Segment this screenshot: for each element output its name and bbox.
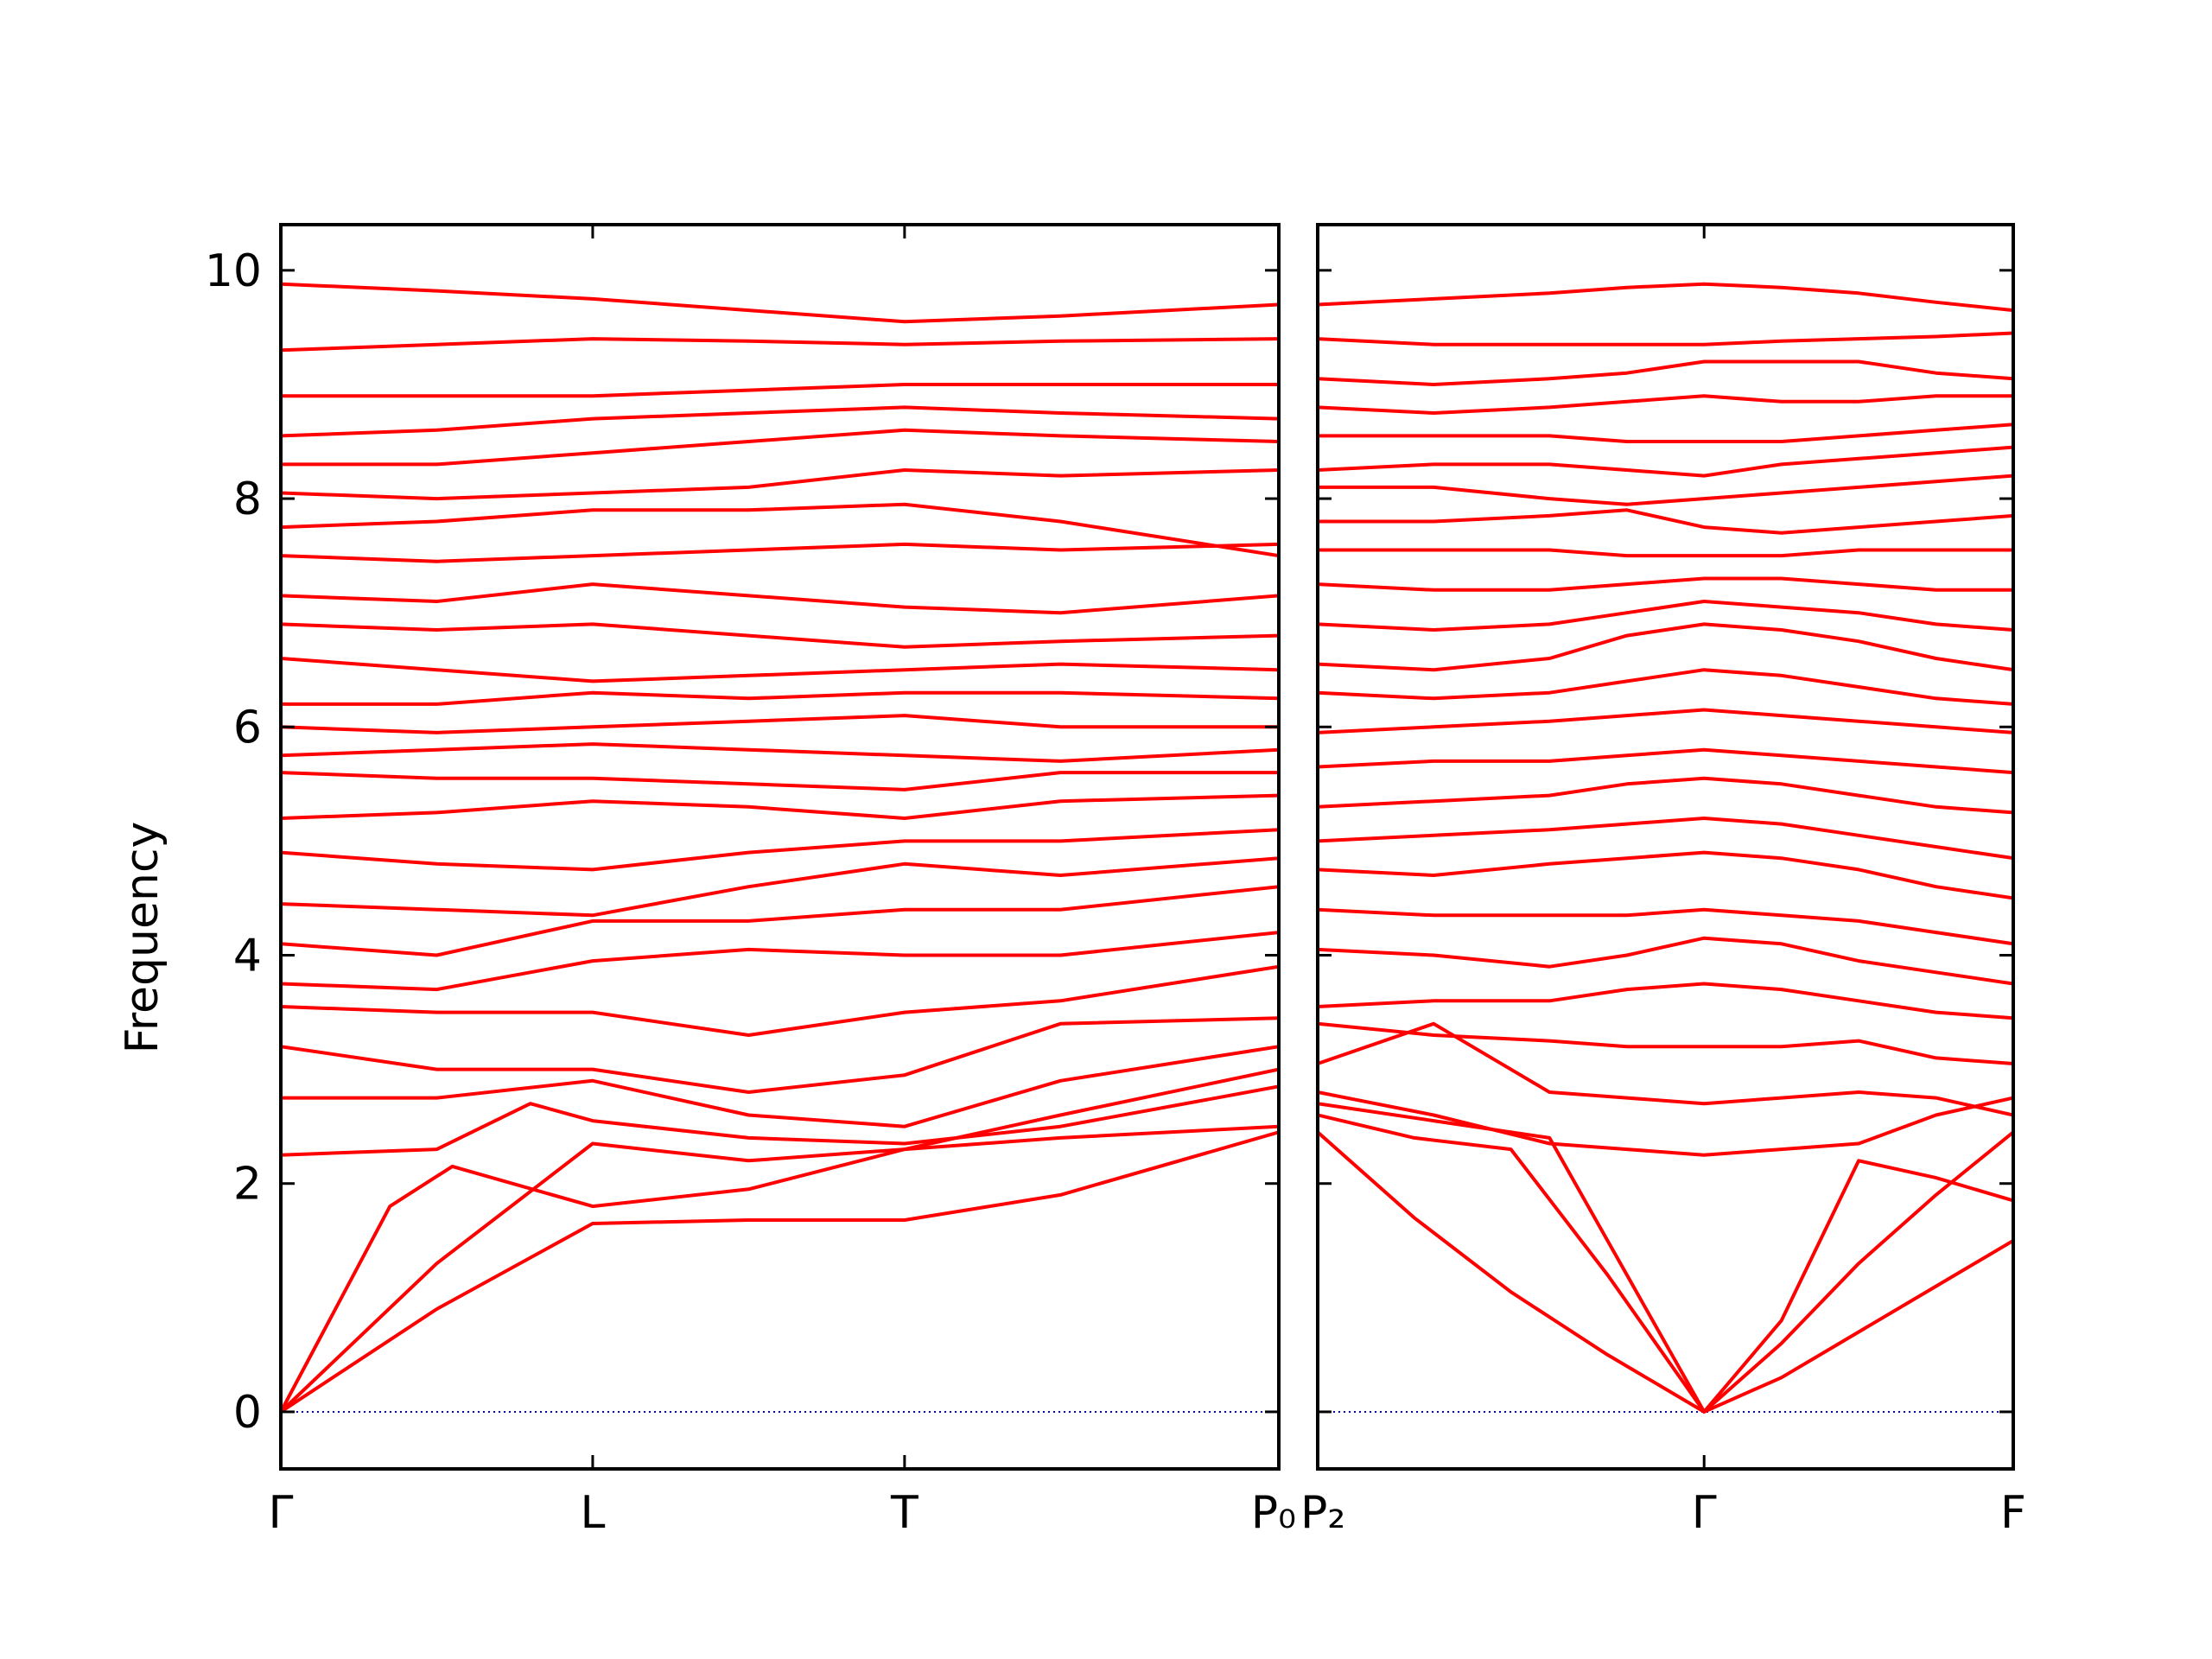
band-line-12 <box>281 793 1279 820</box>
band-line-15 <box>281 714 1279 734</box>
y-tick-label: 2 <box>233 1159 262 1211</box>
band-line-18 <box>1318 576 2013 592</box>
band-line-14 <box>281 742 1279 763</box>
band-line-8 <box>1318 936 2013 986</box>
band-line-14 <box>1318 708 2013 734</box>
x-tick-label: Γ <box>269 1487 294 1539</box>
band-line-26 <box>1318 331 2013 346</box>
band-line-22 <box>281 468 1279 501</box>
band-group <box>1318 282 2013 1414</box>
band-line-4 <box>1318 1090 2013 1157</box>
band-line-3 <box>281 1067 1279 1414</box>
band-line-17 <box>281 657 1279 683</box>
band-line-6 <box>281 1016 1279 1094</box>
band-line-20 <box>281 542 1279 563</box>
panel-2: P₂ Γ F <box>1300 223 2026 1539</box>
band-line-13 <box>1318 747 2013 775</box>
band-line-12 <box>1318 776 2013 815</box>
y-tick-label: 0 <box>233 1387 262 1439</box>
band-line-11 <box>281 828 1279 872</box>
x-tick-label: T <box>890 1487 918 1539</box>
band-line-19 <box>281 582 1279 615</box>
panel-frame <box>279 223 1281 1471</box>
band-line-8 <box>281 931 1279 992</box>
band-line-5 <box>1318 1021 2013 1117</box>
band-line-5 <box>281 1045 1279 1128</box>
band-line-21 <box>281 502 1279 558</box>
band-line-1 <box>1318 1130 2013 1414</box>
band-group <box>281 282 1279 1414</box>
band-line-24 <box>1318 394 2013 415</box>
band-line-18 <box>281 622 1279 649</box>
band-line-22 <box>1318 445 2013 478</box>
band-line-15 <box>1318 668 2013 706</box>
panel-frame <box>1316 223 2015 1471</box>
band-line-13 <box>281 771 1279 791</box>
band-line-21 <box>1318 474 2013 506</box>
band-line-24 <box>281 405 1279 438</box>
band-line-4 <box>281 1084 1279 1157</box>
x-tick-label: F <box>2000 1487 2026 1539</box>
band-line-10 <box>281 856 1279 918</box>
band-line-10 <box>1318 850 2013 900</box>
y-tick-label: 6 <box>233 702 262 753</box>
band-line-3 <box>1318 1102 2013 1414</box>
y-axis-label: Frequency <box>117 822 168 1054</box>
x-tick-label: P₀ <box>1251 1487 1296 1539</box>
band-line-25 <box>281 383 1279 398</box>
y-tick-label: 4 <box>233 931 262 982</box>
band-line-11 <box>1318 817 2013 861</box>
band-line-25 <box>1318 359 2013 386</box>
band-line-7 <box>1318 982 2013 1020</box>
x-tick-label: L <box>580 1487 605 1539</box>
band-line-2 <box>281 1124 1279 1414</box>
band-line-23 <box>281 428 1279 467</box>
band-line-16 <box>281 690 1279 706</box>
band-line-1 <box>281 1130 1279 1414</box>
band-line-19 <box>1318 548 2013 558</box>
y-tick-label: 10 <box>205 245 262 297</box>
band-line-9 <box>281 885 1279 957</box>
x-tick-label: P₂ <box>1300 1487 1345 1539</box>
band-line-26 <box>281 337 1279 353</box>
band-line-20 <box>1318 508 2013 535</box>
chart-panels: 0 2 4 6 8 10 Γ L T P₀ P₂ Γ F <box>205 223 2026 1539</box>
band-line-17 <box>1318 600 2013 632</box>
band-line-27 <box>1318 282 2013 313</box>
band-line-2 <box>1318 1113 2013 1414</box>
band-line-7 <box>281 964 1279 1037</box>
band-line-27 <box>281 282 1279 324</box>
panel-1: 0 2 4 6 8 10 Γ L T P₀ <box>205 223 1296 1539</box>
band-line-23 <box>1318 423 2013 443</box>
y-tick-label: 8 <box>233 474 262 525</box>
band-line-9 <box>1318 907 2013 946</box>
band-line-6 <box>1318 1021 2013 1065</box>
band-line-16 <box>1318 622 2013 672</box>
x-tick-label: Γ <box>1692 1487 1717 1539</box>
